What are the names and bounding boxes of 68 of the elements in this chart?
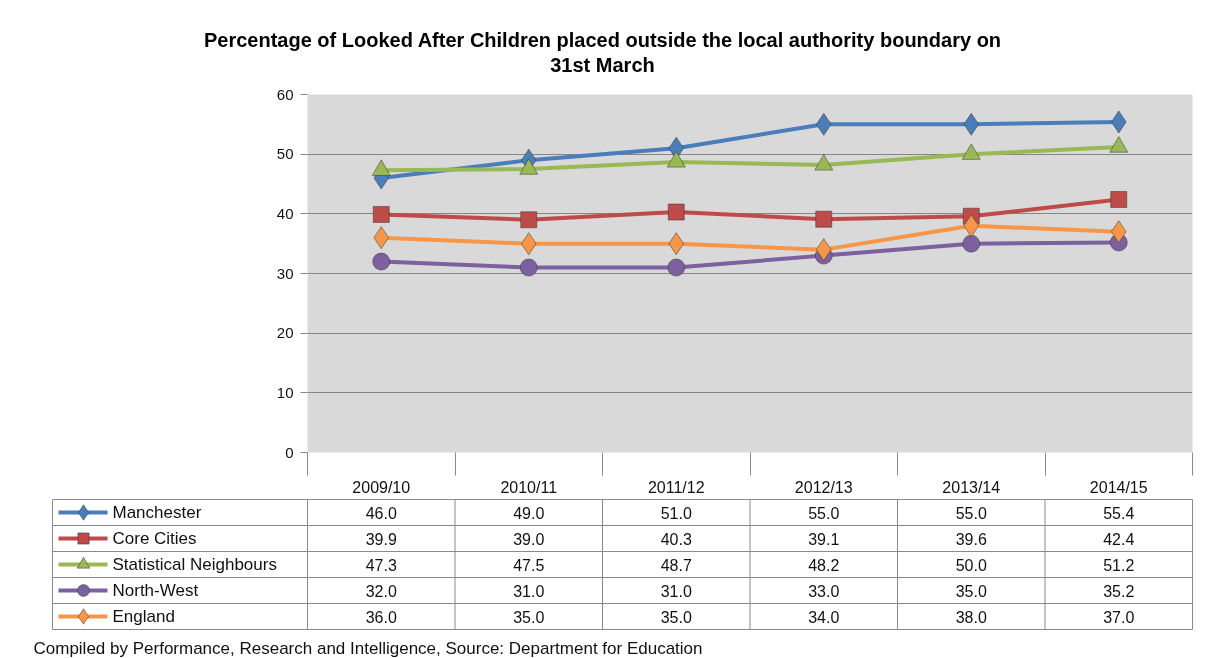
data-label: 55.0 — [955, 504, 987, 522]
data-label: 39.6 — [955, 530, 987, 548]
data-label: 55.0 — [808, 504, 840, 522]
y-tick-label: 50 — [276, 145, 294, 163]
data-label: 46.0 — [365, 504, 397, 522]
y-tick-label: 10 — [276, 383, 294, 401]
point — [373, 226, 390, 250]
data-label: 35.0 — [660, 608, 692, 626]
y-tick-label: 30 — [276, 264, 294, 282]
data-label: 40.3 — [660, 530, 692, 548]
legend-label: Manchester — [112, 503, 202, 522]
data-label: 55.4 — [1103, 504, 1135, 522]
point — [668, 232, 685, 256]
point — [962, 234, 981, 253]
data-label: 48.7 — [660, 556, 692, 574]
legend-label: North-West — [112, 581, 199, 600]
data-label: 31.0 — [660, 582, 692, 600]
data-label: 32.0 — [365, 582, 397, 600]
data-label: 51.2 — [1103, 556, 1135, 574]
data-label: 47.5 — [513, 556, 545, 574]
point — [963, 214, 980, 238]
data-label: 36.0 — [365, 608, 397, 626]
x-tick-label: 2014/15 — [1089, 478, 1148, 496]
data-label: 37.0 — [1103, 608, 1135, 626]
point — [815, 112, 832, 136]
point — [372, 205, 390, 223]
data-label: 39.0 — [513, 530, 545, 548]
point — [1110, 191, 1128, 209]
data-label: 35.0 — [955, 582, 987, 600]
point — [815, 210, 833, 228]
legend-label: Core Cities — [112, 529, 197, 548]
data-label: 34.0 — [808, 608, 840, 626]
data-label: 33.0 — [808, 582, 840, 600]
point — [372, 252, 391, 271]
data-label: 49.0 — [513, 504, 545, 522]
chart-title: Percentage of Looked After Children placed outside the local authority boundary on 31st March — [203, 28, 1002, 78]
point — [667, 203, 685, 221]
text: Compiled by Performance, Research and Intelligence, Source: Department for Education — [33, 639, 703, 658]
x-tick-label: 2012/13 — [794, 478, 853, 496]
data-label: 47.3 — [365, 556, 397, 574]
point — [667, 258, 686, 277]
point — [1110, 110, 1127, 134]
legend-label: England — [112, 607, 175, 626]
data-label: 31.0 — [513, 582, 545, 600]
data-label: 39.9 — [365, 530, 397, 548]
data-label: 51.0 — [660, 504, 692, 522]
y-tick-label: 20 — [276, 324, 294, 342]
data-label: 48.2 — [808, 556, 840, 574]
x-tick-label: 2011/12 — [647, 478, 705, 496]
data-label: 50.0 — [955, 556, 987, 574]
data-label: 35.0 — [513, 608, 545, 626]
data-label: 38.0 — [955, 608, 987, 626]
data-label: 35.2 — [1103, 582, 1135, 600]
y-tick-label: 40 — [276, 204, 294, 222]
data-label: 42.4 — [1103, 530, 1135, 548]
point — [963, 112, 980, 136]
legend-label: Statistical Neighbours — [112, 555, 277, 574]
y-tick-label: 0 — [285, 443, 294, 461]
point — [815, 238, 832, 262]
y-tick-label: 60 — [276, 85, 294, 103]
point — [1110, 220, 1127, 244]
x-tick-label: 2009/10 — [352, 478, 411, 496]
data-label: 39.1 — [808, 530, 840, 548]
x-tick-label: 2010/11 — [500, 478, 558, 496]
x-tick-label: 2013/14 — [942, 478, 1001, 496]
point — [520, 232, 537, 256]
point — [519, 258, 538, 277]
point — [520, 211, 538, 229]
